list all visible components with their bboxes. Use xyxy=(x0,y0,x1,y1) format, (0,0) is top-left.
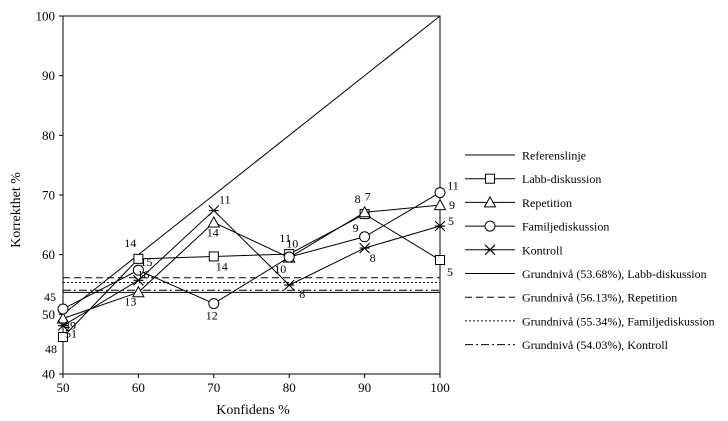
series-labb-diskussion xyxy=(58,209,445,343)
data-point xyxy=(283,279,295,291)
series-line xyxy=(62,192,441,310)
data-point xyxy=(435,255,445,266)
data-point xyxy=(132,285,145,298)
count-label: 14 xyxy=(216,259,228,273)
count-label: 45 xyxy=(44,290,56,304)
data-point xyxy=(434,187,446,199)
series-repetition xyxy=(56,198,447,324)
data-point xyxy=(133,253,144,264)
y-tick-label: 80 xyxy=(42,128,55,143)
y-tick-label: 60 xyxy=(42,247,55,262)
y-tick-label: 40 xyxy=(42,367,55,382)
y-tick-label: 70 xyxy=(42,188,55,203)
data-point xyxy=(433,198,447,211)
baseline-lines xyxy=(63,277,440,293)
legend-label: Grundnivå (54.03%), Kontroll xyxy=(522,338,669,352)
legend-item: Familjediskussion xyxy=(465,220,609,234)
count-label: 8 xyxy=(370,251,376,265)
data-point xyxy=(133,274,144,286)
data-point xyxy=(283,251,295,263)
data-point xyxy=(58,332,68,343)
legend-label: Labb-diskussion xyxy=(522,172,601,186)
x-tick-label: 100 xyxy=(430,380,450,395)
plot-frame xyxy=(62,15,441,375)
data-point xyxy=(208,251,219,262)
data-point xyxy=(359,242,370,254)
count-label: 51 xyxy=(65,327,77,341)
legend-item: Kontroll xyxy=(465,243,563,257)
count-label: 11 xyxy=(447,179,459,193)
reference-line xyxy=(62,15,441,315)
count-label: 8 xyxy=(299,287,305,301)
count-label: 9 xyxy=(353,221,359,235)
count-label: 48 xyxy=(45,342,57,356)
count-label: 10 xyxy=(286,237,298,251)
count-label: 11 xyxy=(219,193,231,207)
count-label: 14 xyxy=(124,236,136,250)
legend-label: Grundnivå (56.13%), Repetition xyxy=(522,291,677,305)
legend-item: Repetition xyxy=(465,195,572,210)
legend-label: Kontroll xyxy=(522,243,563,257)
series-line xyxy=(62,213,441,338)
count-label: 10 xyxy=(274,262,286,276)
count-label: 13 xyxy=(124,294,136,308)
x-tick-label: 60 xyxy=(132,380,145,395)
series-line xyxy=(62,209,441,327)
data-point xyxy=(207,215,221,228)
x-tick-label: 50 xyxy=(57,380,70,395)
series-line xyxy=(62,204,441,319)
data-point xyxy=(484,220,496,232)
count-label: 49 xyxy=(64,319,76,333)
series-familjediskussion xyxy=(57,187,446,315)
series-kontroll xyxy=(57,205,446,332)
legend-item: Referenslinje xyxy=(465,149,586,163)
legend-item: Labb-diskussion xyxy=(465,172,601,186)
reference-diagonal xyxy=(62,15,441,315)
count-label: 5 xyxy=(448,214,454,228)
count-label: 8 xyxy=(355,192,361,206)
count-label: 12 xyxy=(206,309,218,323)
data-point xyxy=(485,173,495,184)
y-tick-label: 100 xyxy=(36,9,56,24)
data-point xyxy=(57,320,69,332)
y-tick-label: 90 xyxy=(42,68,55,83)
x-tick-label: 90 xyxy=(358,380,371,395)
count-label: 7 xyxy=(365,189,371,203)
data-point xyxy=(208,298,220,310)
x-axis-label: Konfidens % xyxy=(216,403,290,418)
legend: Referenslinje Labb-diskussion Repetition Fa… xyxy=(465,149,715,352)
data-point xyxy=(56,311,70,324)
count-label: 15 xyxy=(140,255,152,269)
count-label: 11 xyxy=(279,231,291,245)
data-point xyxy=(358,205,371,218)
y-tick-label: 50 xyxy=(42,307,55,322)
x-tick-label: 80 xyxy=(283,380,296,395)
legend-label: Repetition xyxy=(522,196,572,210)
x-tick-label: 70 xyxy=(207,380,220,395)
data-point xyxy=(132,264,144,276)
legend-label: Grundnivå (53.68%), Labb-diskussion xyxy=(522,267,707,281)
count-label: 9 xyxy=(449,198,455,212)
data-point xyxy=(434,220,446,232)
legend-label: Familjediskussion xyxy=(522,220,609,234)
data-point xyxy=(359,231,371,243)
legend-item: Grundnivå (56.13%), Repetition xyxy=(465,291,677,305)
legend-label: Referenslinje xyxy=(522,149,586,163)
legend-item: Grundnivå (54.03%), Kontroll xyxy=(465,338,669,352)
count-label: 5 xyxy=(447,265,453,279)
count-label: 14 xyxy=(207,225,219,239)
data-series xyxy=(56,187,447,343)
legend-item: Grundnivå (55.34%), Familjediskussion xyxy=(465,314,715,328)
y-axis-label: Korrekthet % xyxy=(9,172,24,248)
legend-label: Grundnivå (55.34%), Familjediskussion xyxy=(522,314,715,328)
data-point xyxy=(483,195,497,208)
data-point xyxy=(57,303,69,315)
data-point xyxy=(208,205,220,216)
data-point xyxy=(484,244,496,256)
legend-item: Grundnivå (53.68%), Labb-diskussion xyxy=(465,267,707,281)
count-label: 16 xyxy=(137,267,149,281)
